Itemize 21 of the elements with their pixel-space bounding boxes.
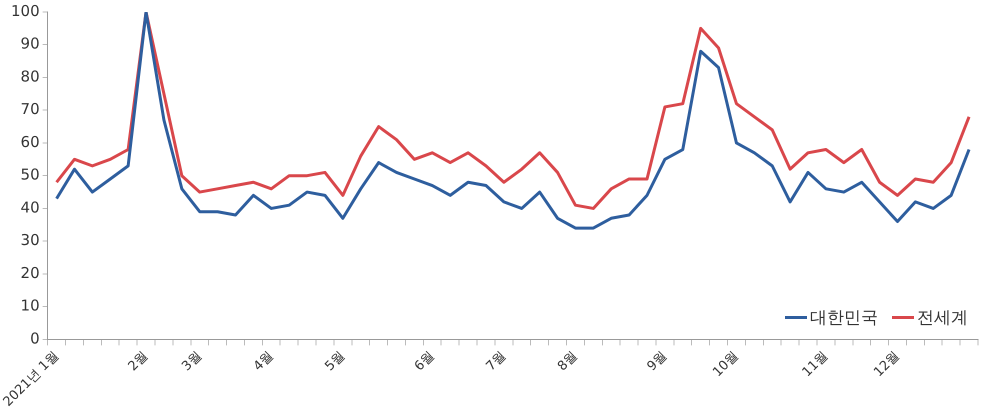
y-tick-label: 20	[20, 264, 40, 282]
y-tick-label: 50	[20, 166, 40, 184]
y-tick-label: 30	[20, 231, 40, 250]
x-tick-label: 3월	[179, 348, 205, 374]
x-tick-label: 4월	[250, 348, 276, 374]
y-tick-label: 70	[20, 100, 40, 118]
x-tick-label: 8월	[554, 348, 581, 374]
y-tick-label: 100	[10, 2, 40, 20]
x-tick-label: 6월	[412, 348, 438, 374]
y-tick-label: 80	[20, 67, 40, 86]
y-tick-label: 90	[20, 34, 40, 53]
x-tick-label: 2월	[126, 348, 152, 374]
y-tick-label: 10	[20, 296, 40, 315]
x-tick-label: 9월	[644, 348, 670, 374]
x-tick-label: 7월	[483, 348, 510, 374]
y-tick-label: 0	[30, 329, 40, 348]
x-tick-label: 5월	[322, 348, 348, 374]
y-tick-label: 40	[20, 198, 40, 216]
y-tick-label: 60	[20, 132, 40, 151]
legend-label: 대한민국	[810, 307, 878, 330]
legend-label: 전세계	[917, 307, 968, 330]
